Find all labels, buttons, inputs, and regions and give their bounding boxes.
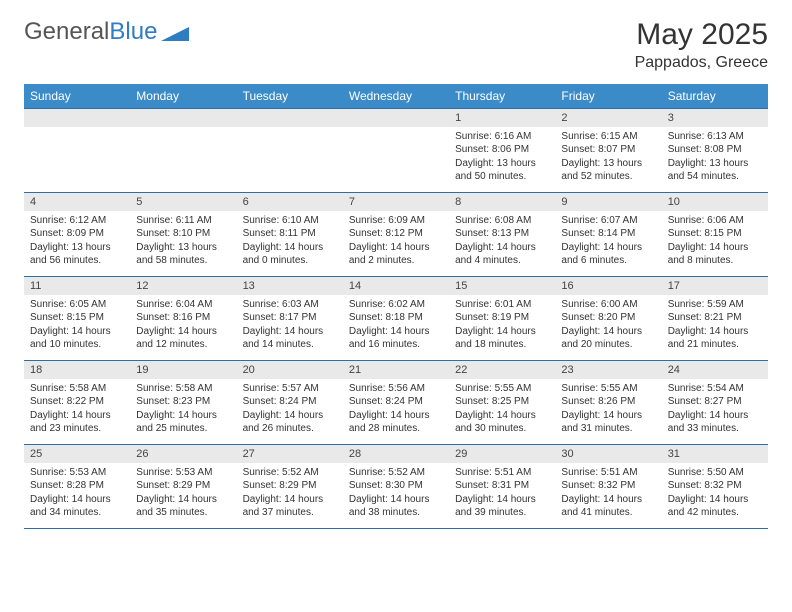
day-details: Sunrise: 6:09 AM Sunset: 8:12 PM Dayligh… <box>343 211 449 277</box>
day-number: 21 <box>343 361 449 379</box>
day-number <box>343 109 449 127</box>
day-details: Sunrise: 6:16 AM Sunset: 8:06 PM Dayligh… <box>449 127 555 193</box>
day-number: 5 <box>130 193 236 211</box>
detail-row: Sunrise: 6:16 AM Sunset: 8:06 PM Dayligh… <box>24 127 768 193</box>
day-details <box>24 127 130 193</box>
day-details <box>130 127 236 193</box>
day-number: 10 <box>662 193 768 211</box>
day-details: Sunrise: 6:08 AM Sunset: 8:13 PM Dayligh… <box>449 211 555 277</box>
day-number: 11 <box>24 277 130 295</box>
header: GeneralBlue May 2025 Pappados, Greece <box>24 18 768 72</box>
day-number: 26 <box>130 445 236 463</box>
day-number: 23 <box>555 361 661 379</box>
day-details: Sunrise: 5:55 AM Sunset: 8:26 PM Dayligh… <box>555 379 661 445</box>
daynum-row: 4 5 6 7 8 9 10 <box>24 193 768 211</box>
weekday-header: Friday <box>555 84 661 109</box>
day-details: Sunrise: 5:57 AM Sunset: 8:24 PM Dayligh… <box>237 379 343 445</box>
day-details: Sunrise: 5:54 AM Sunset: 8:27 PM Dayligh… <box>662 379 768 445</box>
daynum-row: 11 12 13 14 15 16 17 <box>24 277 768 295</box>
day-number: 31 <box>662 445 768 463</box>
day-number: 25 <box>24 445 130 463</box>
day-number <box>130 109 236 127</box>
day-details: Sunrise: 6:12 AM Sunset: 8:09 PM Dayligh… <box>24 211 130 277</box>
day-number: 13 <box>237 277 343 295</box>
day-number: 15 <box>449 277 555 295</box>
location-label: Pappados, Greece <box>635 54 768 72</box>
day-number: 12 <box>130 277 236 295</box>
day-number: 14 <box>343 277 449 295</box>
title-block: May 2025 Pappados, Greece <box>635 18 768 72</box>
detail-row: Sunrise: 5:58 AM Sunset: 8:22 PM Dayligh… <box>24 379 768 445</box>
logo-text-2: Blue <box>109 18 157 46</box>
day-number: 27 <box>237 445 343 463</box>
day-number: 16 <box>555 277 661 295</box>
day-number: 18 <box>24 361 130 379</box>
day-number: 30 <box>555 445 661 463</box>
day-details: Sunrise: 6:15 AM Sunset: 8:07 PM Dayligh… <box>555 127 661 193</box>
daynum-row: 25 26 27 28 29 30 31 <box>24 445 768 463</box>
day-details: Sunrise: 6:13 AM Sunset: 8:08 PM Dayligh… <box>662 127 768 193</box>
weekday-header: Sunday <box>24 84 130 109</box>
day-details: Sunrise: 5:53 AM Sunset: 8:29 PM Dayligh… <box>130 463 236 529</box>
logo-triangle-icon <box>161 23 189 41</box>
weekday-header: Monday <box>130 84 236 109</box>
weekday-header: Saturday <box>662 84 768 109</box>
detail-row: Sunrise: 6:05 AM Sunset: 8:15 PM Dayligh… <box>24 295 768 361</box>
day-details: Sunrise: 5:58 AM Sunset: 8:23 PM Dayligh… <box>130 379 236 445</box>
weekday-header: Wednesday <box>343 84 449 109</box>
calendar-page: GeneralBlue May 2025 Pappados, Greece Su… <box>0 0 792 539</box>
day-details: Sunrise: 6:05 AM Sunset: 8:15 PM Dayligh… <box>24 295 130 361</box>
day-number: 17 <box>662 277 768 295</box>
day-number: 29 <box>449 445 555 463</box>
day-details: Sunrise: 5:55 AM Sunset: 8:25 PM Dayligh… <box>449 379 555 445</box>
day-details: Sunrise: 6:10 AM Sunset: 8:11 PM Dayligh… <box>237 211 343 277</box>
day-details: Sunrise: 6:11 AM Sunset: 8:10 PM Dayligh… <box>130 211 236 277</box>
day-details: Sunrise: 6:01 AM Sunset: 8:19 PM Dayligh… <box>449 295 555 361</box>
detail-row: Sunrise: 5:53 AM Sunset: 8:28 PM Dayligh… <box>24 463 768 529</box>
day-number: 28 <box>343 445 449 463</box>
day-number: 7 <box>343 193 449 211</box>
day-number: 2 <box>555 109 661 127</box>
month-title: May 2025 <box>635 18 768 52</box>
day-number <box>24 109 130 127</box>
daynum-row: 18 19 20 21 22 23 24 <box>24 361 768 379</box>
day-number: 3 <box>662 109 768 127</box>
day-number: 6 <box>237 193 343 211</box>
weekday-header: Tuesday <box>237 84 343 109</box>
weekday-header: Thursday <box>449 84 555 109</box>
weekday-header-row: Sunday Monday Tuesday Wednesday Thursday… <box>24 84 768 109</box>
calendar-table: Sunday Monday Tuesday Wednesday Thursday… <box>24 84 768 529</box>
day-details: Sunrise: 6:04 AM Sunset: 8:16 PM Dayligh… <box>130 295 236 361</box>
day-details: Sunrise: 5:59 AM Sunset: 8:21 PM Dayligh… <box>662 295 768 361</box>
day-details: Sunrise: 5:56 AM Sunset: 8:24 PM Dayligh… <box>343 379 449 445</box>
day-details: Sunrise: 6:06 AM Sunset: 8:15 PM Dayligh… <box>662 211 768 277</box>
day-details <box>237 127 343 193</box>
day-number: 22 <box>449 361 555 379</box>
day-details: Sunrise: 5:58 AM Sunset: 8:22 PM Dayligh… <box>24 379 130 445</box>
day-details: Sunrise: 6:02 AM Sunset: 8:18 PM Dayligh… <box>343 295 449 361</box>
day-number: 1 <box>449 109 555 127</box>
day-details: Sunrise: 5:53 AM Sunset: 8:28 PM Dayligh… <box>24 463 130 529</box>
day-number: 24 <box>662 361 768 379</box>
day-details: Sunrise: 5:52 AM Sunset: 8:29 PM Dayligh… <box>237 463 343 529</box>
day-number: 9 <box>555 193 661 211</box>
day-details: Sunrise: 5:51 AM Sunset: 8:32 PM Dayligh… <box>555 463 661 529</box>
daynum-row: 1 2 3 <box>24 109 768 127</box>
day-details <box>343 127 449 193</box>
day-number: 20 <box>237 361 343 379</box>
day-details: Sunrise: 6:03 AM Sunset: 8:17 PM Dayligh… <box>237 295 343 361</box>
day-number: 8 <box>449 193 555 211</box>
detail-row: Sunrise: 6:12 AM Sunset: 8:09 PM Dayligh… <box>24 211 768 277</box>
day-number <box>237 109 343 127</box>
day-details: Sunrise: 5:52 AM Sunset: 8:30 PM Dayligh… <box>343 463 449 529</box>
logo-text-1: General <box>24 18 109 46</box>
day-details: Sunrise: 5:50 AM Sunset: 8:32 PM Dayligh… <box>662 463 768 529</box>
day-number: 4 <box>24 193 130 211</box>
day-details: Sunrise: 6:07 AM Sunset: 8:14 PM Dayligh… <box>555 211 661 277</box>
day-number: 19 <box>130 361 236 379</box>
logo: GeneralBlue <box>24 18 189 46</box>
day-details: Sunrise: 5:51 AM Sunset: 8:31 PM Dayligh… <box>449 463 555 529</box>
day-details: Sunrise: 6:00 AM Sunset: 8:20 PM Dayligh… <box>555 295 661 361</box>
